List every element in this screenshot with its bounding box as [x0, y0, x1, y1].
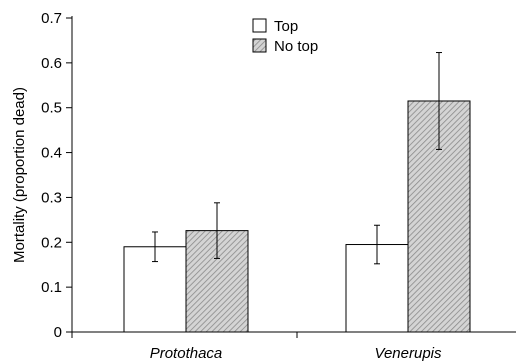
- y-tick-label: 0: [54, 324, 62, 341]
- legend-swatch-no-top: [252, 38, 267, 53]
- x-category-label: Protothaca: [150, 345, 223, 362]
- y-tick-label: 0.5: [41, 100, 62, 117]
- y-tick-label: 0.4: [41, 145, 62, 162]
- y-tick-label: 0.3: [41, 189, 62, 206]
- y-tick-label: 0.2: [41, 234, 62, 251]
- y-axis-title: Mortality (proportion dead): [11, 87, 28, 263]
- y-tick-label: 0.7: [41, 10, 62, 27]
- legend-label: No top: [274, 38, 318, 55]
- x-category-label: Venerupis: [375, 345, 442, 362]
- legend-swatch-top: [252, 18, 267, 33]
- legend-label: Top: [274, 18, 298, 35]
- y-tick-label: 0.1: [41, 279, 62, 296]
- y-tick-label: 0.6: [41, 55, 62, 72]
